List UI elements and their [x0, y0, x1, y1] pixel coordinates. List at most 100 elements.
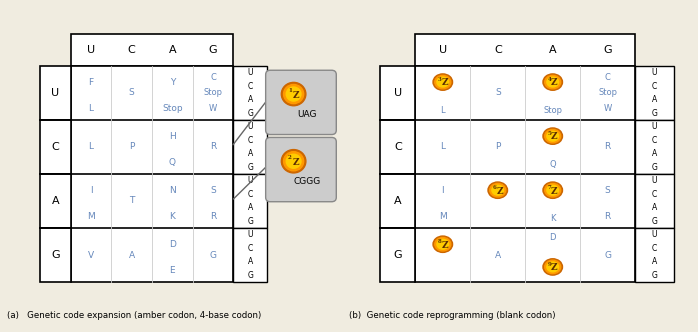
Bar — [415, 66, 635, 282]
Text: G: G — [604, 251, 611, 260]
Circle shape — [283, 152, 304, 171]
Text: Z: Z — [551, 187, 558, 196]
Text: L: L — [440, 106, 445, 115]
Text: R: R — [604, 211, 611, 221]
Text: G: G — [247, 271, 253, 280]
Text: C: C — [210, 73, 216, 82]
Text: C: C — [652, 190, 657, 199]
Text: 7: 7 — [548, 185, 551, 190]
Bar — [40, 120, 70, 174]
Text: Z: Z — [496, 187, 503, 196]
Text: 6: 6 — [493, 185, 497, 190]
Text: U: U — [51, 88, 59, 98]
Circle shape — [286, 87, 301, 101]
Circle shape — [547, 131, 558, 141]
Text: C: C — [652, 244, 657, 253]
Circle shape — [544, 75, 560, 89]
Text: T: T — [129, 197, 135, 206]
Text: 8: 8 — [438, 239, 442, 244]
Text: R: R — [210, 142, 216, 151]
Circle shape — [543, 259, 563, 275]
Circle shape — [543, 128, 563, 144]
Text: P: P — [495, 142, 500, 151]
Text: C: C — [652, 82, 657, 91]
Circle shape — [544, 184, 560, 197]
Text: U: U — [652, 176, 657, 185]
Text: G: G — [394, 250, 402, 260]
Text: N: N — [169, 186, 176, 195]
Text: H: H — [169, 131, 176, 141]
Bar — [635, 120, 674, 174]
Text: W: W — [209, 104, 217, 113]
Text: A: A — [652, 257, 657, 266]
Text: C: C — [394, 142, 402, 152]
Text: G: G — [247, 109, 253, 118]
Text: U: U — [394, 88, 402, 98]
Bar — [380, 174, 415, 228]
Text: Z: Z — [292, 158, 299, 167]
Bar — [40, 228, 70, 282]
Text: Z: Z — [551, 132, 558, 141]
Text: A: A — [168, 45, 176, 55]
FancyBboxPatch shape — [266, 70, 336, 134]
Circle shape — [433, 74, 452, 90]
Text: M: M — [439, 211, 447, 221]
Bar — [635, 228, 674, 282]
Text: A: A — [652, 95, 657, 104]
Text: U: U — [248, 68, 253, 77]
Text: A: A — [248, 203, 253, 212]
Text: G: G — [603, 45, 612, 55]
Text: 2: 2 — [288, 155, 292, 160]
Bar — [415, 34, 635, 66]
Text: A: A — [128, 251, 135, 260]
Text: G: G — [209, 45, 217, 55]
Text: S: S — [210, 186, 216, 195]
Bar — [233, 120, 267, 174]
Text: U: U — [248, 176, 253, 185]
Text: 9: 9 — [548, 262, 551, 267]
Text: S: S — [495, 88, 500, 97]
Circle shape — [543, 74, 563, 90]
Bar — [40, 66, 70, 120]
Circle shape — [283, 84, 304, 104]
Text: G: G — [247, 163, 253, 172]
Bar — [233, 66, 267, 120]
Text: U: U — [248, 230, 253, 239]
Text: W: W — [604, 104, 612, 113]
Text: (a)   Genetic code expansion (amber codon, 4-base codon): (a) Genetic code expansion (amber codon,… — [7, 311, 261, 320]
Text: C: C — [128, 45, 135, 55]
Text: 4: 4 — [548, 77, 551, 82]
Text: Stop: Stop — [162, 104, 183, 113]
Text: G: G — [651, 163, 658, 172]
Text: A: A — [394, 196, 401, 206]
Circle shape — [547, 185, 558, 195]
Text: A: A — [549, 45, 556, 55]
Text: CGGG: CGGG — [294, 177, 321, 186]
Circle shape — [281, 82, 306, 106]
Text: U: U — [652, 230, 657, 239]
Text: A: A — [248, 257, 253, 266]
Text: Y: Y — [170, 78, 175, 87]
Text: Z: Z — [441, 78, 448, 87]
Circle shape — [543, 182, 563, 198]
Circle shape — [286, 154, 301, 168]
Text: R: R — [604, 142, 611, 151]
Text: U: U — [439, 45, 447, 55]
Text: K: K — [170, 211, 175, 221]
Text: A: A — [652, 203, 657, 212]
Bar — [380, 120, 415, 174]
Text: S: S — [129, 88, 135, 97]
Text: 3: 3 — [438, 77, 442, 82]
Text: L: L — [89, 104, 94, 113]
Text: U: U — [87, 45, 95, 55]
Text: Z: Z — [441, 241, 448, 250]
Text: G: G — [651, 271, 658, 280]
Text: L: L — [89, 142, 94, 151]
Bar — [233, 174, 267, 228]
Bar — [635, 66, 674, 120]
Text: A: A — [495, 251, 501, 260]
Text: G: G — [651, 109, 658, 118]
Text: P: P — [129, 142, 135, 151]
Bar — [635, 174, 674, 228]
Circle shape — [547, 262, 558, 272]
